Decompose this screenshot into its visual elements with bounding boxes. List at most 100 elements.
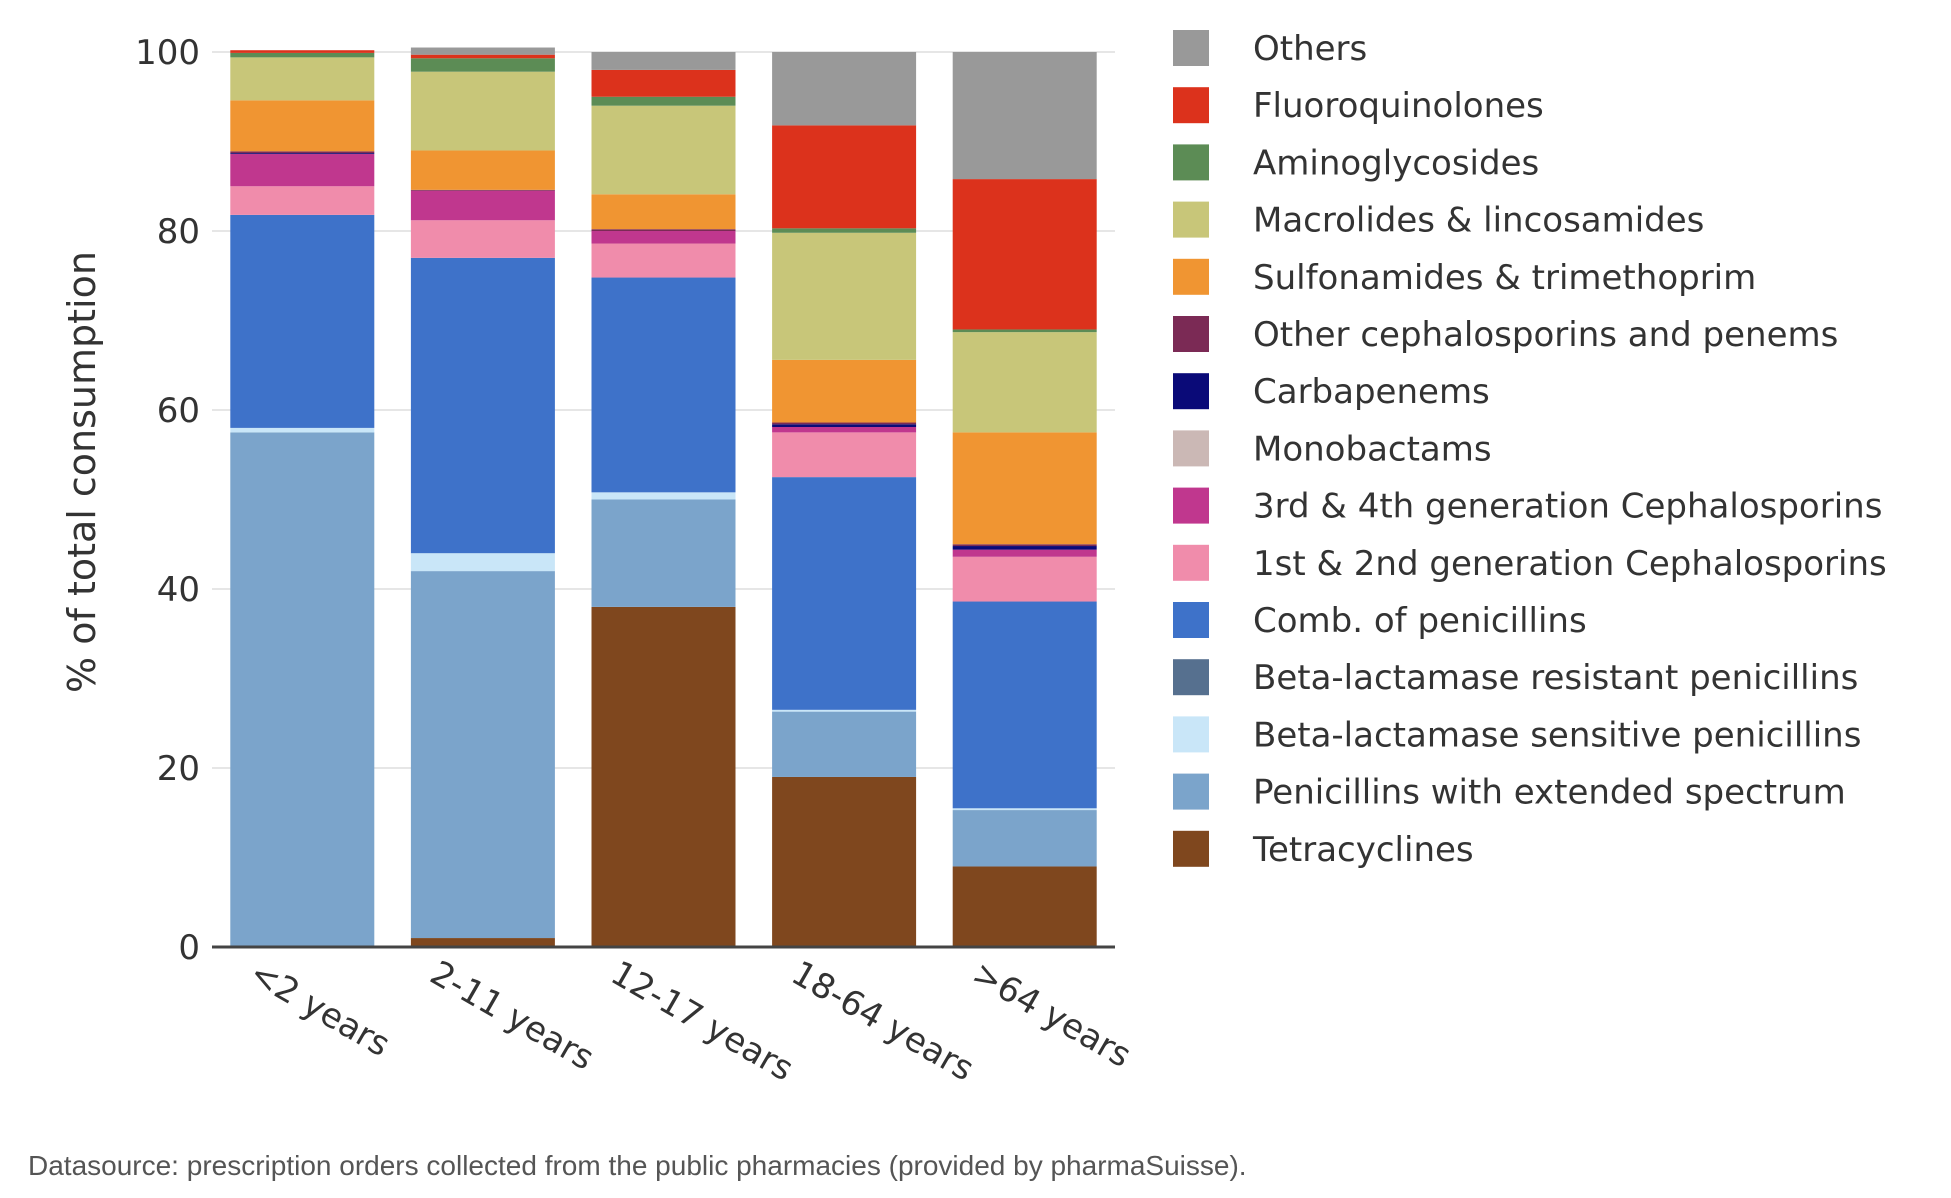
legend-item: Tetracyclines [1173, 830, 1474, 870]
bars [230, 47, 1097, 947]
legend-label: Macrolides & lincosamides [1253, 201, 1704, 241]
legend-swatch [1173, 87, 1209, 124]
legend-label: Aminoglycosides [1253, 143, 1539, 183]
legend-label: Beta-lactamase resistant penicillins [1253, 658, 1858, 698]
bar-segment [410, 938, 555, 947]
bar-segment [952, 549, 1097, 557]
bar-segment [410, 257, 555, 554]
bar-segment [410, 71, 555, 151]
legend-label: 3rd & 4th generation Cephalosporins [1253, 487, 1882, 527]
bar-segment [410, 190, 555, 221]
y-tick-label: 100 [135, 33, 200, 73]
legend-swatch [1173, 430, 1209, 467]
footnote: Datasource: prescription orders collecte… [28, 1150, 1247, 1181]
bar-segment [410, 571, 555, 939]
bar-segment [230, 214, 375, 428]
legend-swatch [1173, 144, 1209, 181]
bar-segment [952, 179, 1097, 330]
legend-swatch [1173, 830, 1209, 867]
legend-label: Others [1253, 29, 1367, 69]
bar-segment [772, 432, 917, 478]
bar-segment [772, 232, 917, 360]
bar-segment [591, 606, 736, 947]
legend-label: Monobactams [1253, 429, 1492, 469]
legend-swatch [1173, 30, 1209, 66]
bar-segment [230, 153, 375, 155]
legend-label: Tetracyclines [1252, 830, 1474, 870]
legend-label: Carbapenems [1253, 372, 1490, 412]
bar-segment [772, 424, 917, 428]
legend-swatch [1173, 544, 1209, 581]
bar-segment [410, 58, 555, 72]
bar-segment [772, 427, 917, 433]
bar-segment [591, 243, 736, 278]
y-tick-label: 80 [157, 212, 200, 252]
bar-segment [230, 427, 375, 433]
bar-segment [952, 544, 1097, 547]
bar-segment [772, 228, 917, 233]
legend-item: Monobactams [1173, 429, 1492, 469]
legend-item: Fluoroquinolones [1173, 86, 1544, 126]
legend-swatch [1173, 201, 1209, 238]
legend-swatch [1173, 258, 1209, 295]
bar-segment [772, 711, 917, 777]
y-tick-label: 60 [157, 391, 200, 431]
bar-segment [591, 52, 736, 70]
legend-label: Penicillins with extended spectrum [1253, 773, 1846, 813]
legend-item: Other cephalosporins and penems [1173, 315, 1838, 355]
legend-swatch [1173, 659, 1209, 696]
bar-segment [230, 57, 375, 101]
bar-segment [591, 499, 736, 607]
bar-segment [410, 189, 555, 191]
bar-segment [591, 69, 736, 97]
bar-segment [772, 477, 917, 710]
legend-item: Aminoglycosides [1173, 143, 1539, 183]
bar-segment [230, 154, 375, 187]
bar-segment [591, 277, 736, 493]
bar-segment [591, 492, 736, 500]
bar-segment [591, 96, 736, 106]
bar-segment [772, 125, 917, 229]
legend-item: Penicillins with extended spectrum [1173, 773, 1846, 813]
bar-segment [230, 50, 375, 53]
legend-item: Macrolides & lincosamides [1173, 201, 1704, 241]
bar-segment [591, 229, 736, 231]
y-axis-title: % of total consumption [60, 251, 104, 693]
bar-segment [410, 220, 555, 258]
legend-item: Comb. of penicillins [1173, 601, 1587, 641]
bar-segment [952, 866, 1097, 947]
bar-segment [230, 186, 375, 215]
bar-segment [410, 553, 555, 572]
bar-segment [952, 432, 1097, 545]
legend-swatch [1173, 602, 1209, 638]
bar-segment [952, 601, 1097, 809]
x-tick-label: 18-64 years [785, 953, 981, 1089]
legend-item: Beta-lactamase sensitive penicillins [1173, 715, 1861, 755]
bar-segment [591, 105, 736, 195]
bar-segment [952, 332, 1097, 433]
bar-segment [230, 432, 375, 947]
bar-segment [230, 52, 375, 58]
bar-segment [591, 194, 736, 230]
legend-label: Other cephalosporins and penems [1253, 315, 1838, 355]
bar-segment [410, 150, 555, 190]
legend-swatch [1173, 487, 1209, 524]
legend-label: Sulfonamides & trimethoprim [1253, 258, 1756, 298]
bar-segment [952, 808, 1097, 811]
bar-segment [410, 54, 555, 59]
bar-segment [952, 329, 1097, 333]
legend-item: 1st & 2nd generation Cephalosporins [1173, 544, 1887, 584]
bar-segment [952, 52, 1097, 180]
legend-item: Beta-lactamase resistant penicillins [1173, 658, 1858, 698]
bar-segment [952, 556, 1097, 602]
bar-segment [952, 546, 1097, 550]
y-tick-label: 40 [157, 570, 200, 610]
x-tick-label: <2 years [243, 953, 397, 1065]
bar-segment [772, 359, 917, 423]
legend-swatch [1173, 316, 1209, 352]
legend-item: Carbapenems [1173, 372, 1490, 412]
x-tick-label: 12-17 years [604, 953, 800, 1089]
bar-segment [410, 47, 555, 55]
y-tick-label: 20 [157, 749, 200, 789]
legend: Others Fluoroquinolones Aminoglycosides Mac… [1173, 29, 1887, 870]
